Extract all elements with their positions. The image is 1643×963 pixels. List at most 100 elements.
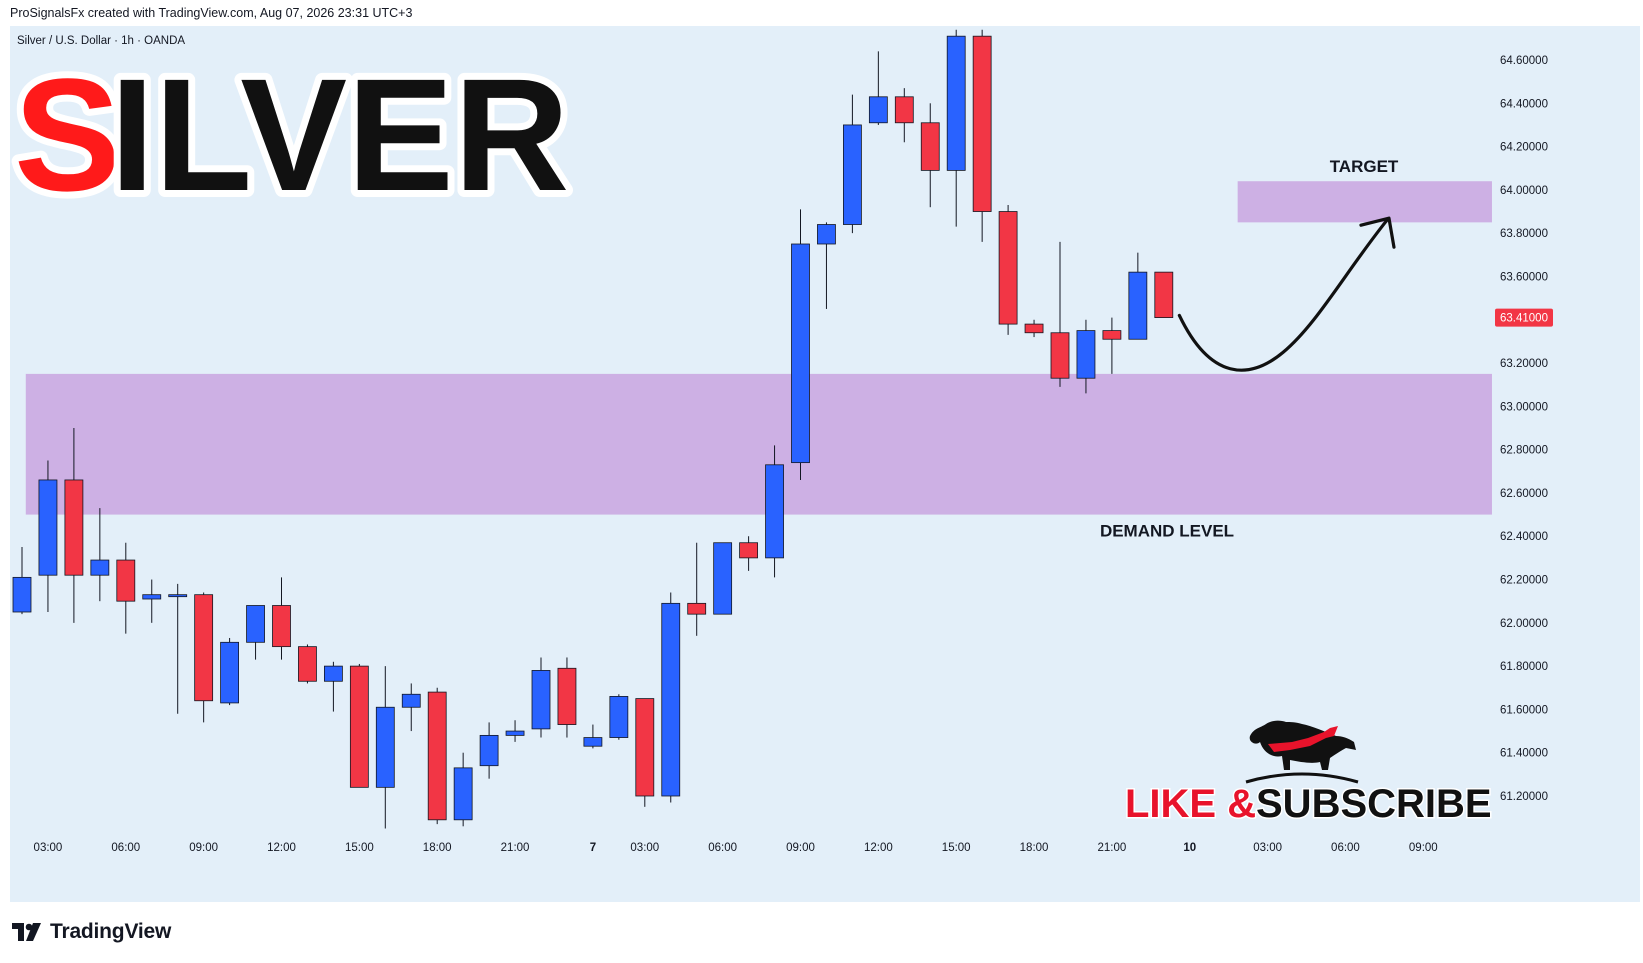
candle[interactable] — [894, 88, 914, 143]
candle-body-down — [194, 594, 214, 702]
candle-body-down — [557, 667, 577, 725]
candle[interactable] — [401, 683, 421, 732]
candle[interactable] — [998, 205, 1018, 335]
silver-title: S ILVER — [10, 38, 576, 231]
candle-body-up — [323, 665, 343, 682]
demand-level-zone[interactable] — [25, 373, 1492, 515]
candle-body-up — [505, 730, 525, 736]
candle-body-up — [843, 124, 862, 225]
x-tick-label: 09:00 — [786, 842, 815, 854]
candle[interactable] — [920, 103, 940, 208]
last-price-label: 63.41000 — [1500, 313, 1548, 325]
candle[interactable] — [194, 592, 214, 723]
candle[interactable] — [635, 698, 655, 807]
candle[interactable] — [1024, 319, 1044, 338]
candle[interactable] — [116, 542, 136, 634]
y-tick-label: 62.20000 — [1500, 575, 1548, 587]
candle[interactable] — [64, 428, 84, 623]
candle-body-down — [272, 605, 291, 648]
x-tick-label: 7 — [590, 842, 596, 854]
candle[interactable] — [505, 720, 525, 742]
candle[interactable] — [349, 663, 369, 788]
candle[interactable] — [946, 29, 966, 227]
candle[interactable] — [868, 51, 888, 125]
candle-body-down — [427, 691, 447, 821]
candle[interactable] — [1050, 241, 1070, 387]
like-label: LIKE & — [1125, 782, 1256, 826]
candle[interactable] — [765, 445, 784, 578]
price-chart[interactable]: 64.60000 64.40000 64.20000 64.00000 63.80000… — [10, 26, 1640, 902]
tradingview-logo[interactable]: TradingView — [12, 920, 171, 944]
candle[interactable] — [1076, 319, 1096, 394]
candle[interactable] — [479, 722, 499, 779]
candle[interactable] — [427, 687, 447, 825]
last-price-tag: 63.41000 — [1495, 308, 1553, 327]
candle[interactable] — [739, 536, 758, 571]
y-tick-label: 62.40000 — [1500, 531, 1548, 543]
candle[interactable] — [323, 661, 343, 712]
candle[interactable] — [246, 605, 265, 660]
candle[interactable] — [90, 508, 110, 602]
candle[interactable] — [583, 724, 603, 749]
candle-body-down — [1154, 271, 1174, 318]
candle[interactable] — [843, 94, 862, 234]
candle[interactable] — [609, 694, 629, 740]
candle[interactable] — [272, 577, 291, 660]
y-tick-label: 62.00000 — [1500, 618, 1548, 630]
candle[interactable] — [972, 29, 992, 242]
chart-area[interactable]: 64.60000 64.40000 64.20000 64.00000 63.80000… — [10, 26, 1640, 902]
candle-body-up — [765, 464, 784, 559]
candle-body-up — [946, 35, 966, 171]
candle[interactable] — [142, 579, 162, 623]
candle[interactable] — [791, 209, 810, 480]
candle[interactable] — [1128, 252, 1148, 340]
bull-icon — [1245, 720, 1359, 784]
candle[interactable] — [1102, 317, 1122, 374]
candle[interactable] — [12, 547, 32, 615]
candle-body-down — [920, 122, 940, 171]
candle[interactable] — [661, 592, 681, 803]
candle[interactable] — [817, 222, 836, 309]
y-tick-label: 61.40000 — [1500, 748, 1548, 760]
candle[interactable] — [375, 666, 395, 829]
x-tick-label: 12:00 — [267, 842, 296, 854]
candle-body-up — [609, 696, 629, 738]
x-tick-label: 21:00 — [1098, 842, 1127, 854]
candle-body-up — [246, 605, 265, 643]
x-tick-label: 03:00 — [34, 842, 63, 854]
candle[interactable] — [168, 583, 188, 714]
x-tick-label: 18:00 — [423, 842, 452, 854]
candle[interactable] — [38, 460, 58, 612]
candle[interactable] — [220, 637, 240, 706]
target-label: TARGET — [1330, 157, 1399, 176]
candle-body-up — [168, 594, 188, 598]
y-tick-label: 64.60000 — [1500, 55, 1548, 67]
candle[interactable] — [453, 752, 473, 827]
projection-arrow[interactable] — [1177, 218, 1389, 372]
candle-body-up — [38, 479, 58, 576]
candle-body-down — [1102, 330, 1122, 340]
candle-body-down — [1024, 323, 1044, 334]
candle-body-down — [349, 665, 369, 788]
candle-body-down — [298, 646, 317, 682]
candle[interactable] — [298, 644, 317, 684]
candle[interactable] — [531, 657, 551, 738]
x-tick-label: 18:00 — [1020, 842, 1049, 854]
candle-body-down — [64, 479, 84, 576]
y-tick-label: 61.60000 — [1500, 704, 1548, 716]
y-tick-label: 64.20000 — [1500, 142, 1548, 154]
candle[interactable] — [687, 542, 707, 636]
candle-body-up — [713, 542, 733, 615]
y-tick-label: 63.80000 — [1500, 228, 1548, 240]
candle[interactable] — [557, 657, 577, 738]
x-tick-label: 10 — [1183, 842, 1196, 854]
candle-body-up — [12, 576, 32, 613]
x-tick-label: 15:00 — [345, 842, 374, 854]
candle-body-up — [531, 670, 551, 730]
candle[interactable] — [1154, 271, 1174, 318]
silver-title-first-letter: S — [14, 45, 121, 224]
target-zone[interactable] — [1237, 181, 1492, 223]
like-subscribe-badge[interactable]: LIKE & SUBSCRIBE — [1124, 720, 1493, 828]
candle[interactable] — [713, 542, 733, 615]
tradingview-brand: TradingView — [50, 920, 172, 943]
